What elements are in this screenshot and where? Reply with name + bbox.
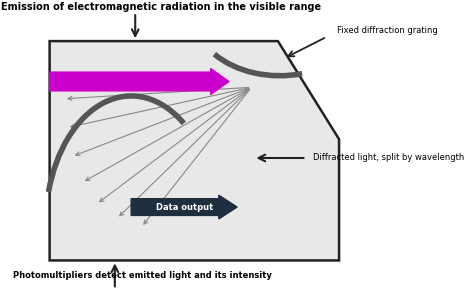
Polygon shape [50, 41, 339, 260]
Text: Fixed diffraction grating: Fixed diffraction grating [337, 26, 438, 35]
Text: Data output: Data output [155, 202, 213, 211]
Text: Diffracted light, split by wavelength: Diffracted light, split by wavelength [312, 153, 464, 162]
Text: Photomultipliers detect emitted light and its intensity: Photomultipliers detect emitted light an… [13, 271, 272, 280]
FancyArrow shape [50, 68, 229, 95]
FancyArrow shape [131, 195, 237, 219]
Text: Emission of electromagnetic radiation in the visible range: Emission of electromagnetic radiation in… [0, 2, 321, 12]
